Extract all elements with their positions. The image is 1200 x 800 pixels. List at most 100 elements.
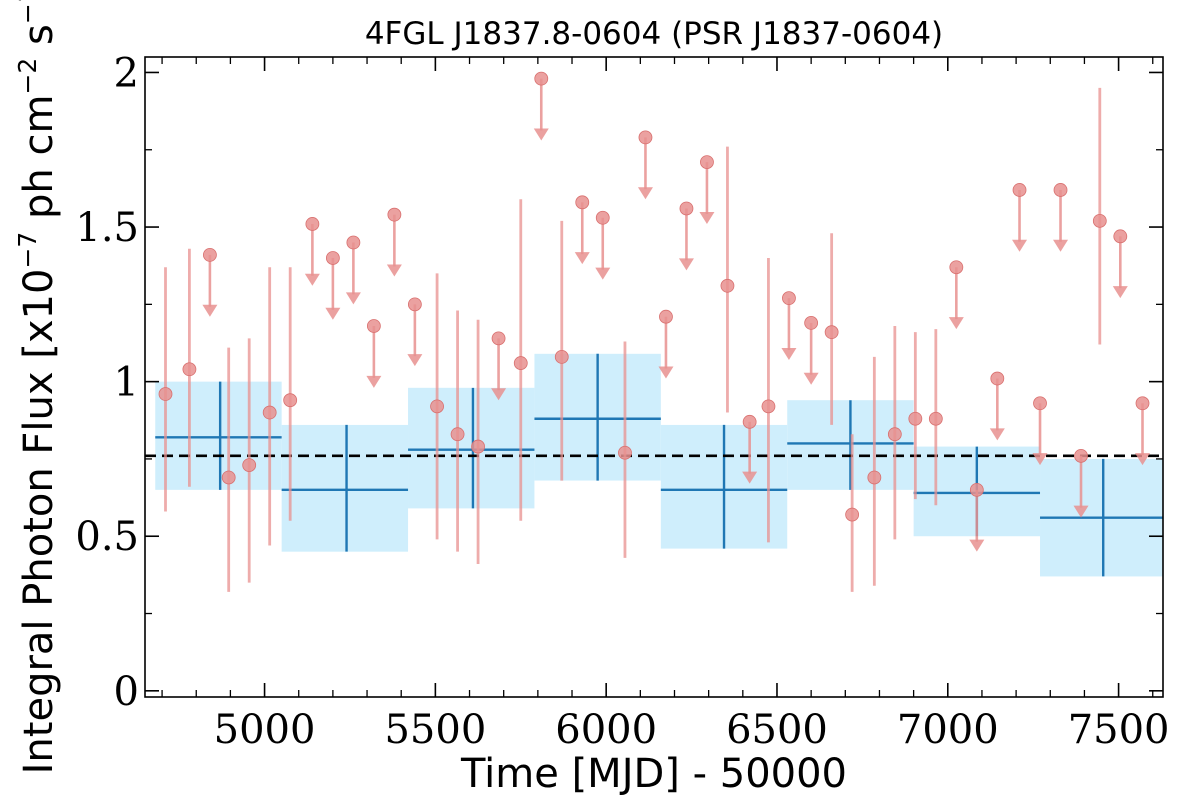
upper-limit-arrow-head bbox=[803, 372, 819, 385]
y-axis-label-unit: ph cm bbox=[16, 95, 62, 232]
y-tick-label: 1.5 bbox=[75, 205, 139, 251]
upper-limit-point bbox=[534, 71, 549, 86]
short-bin-point bbox=[720, 278, 735, 293]
upper-limit-arrow-head bbox=[969, 539, 985, 552]
upper-limit-point bbox=[949, 260, 964, 275]
upper-limit-arrow-head bbox=[1073, 505, 1089, 518]
short-bin-point bbox=[824, 325, 839, 340]
upper-limit-arrow-head bbox=[1053, 239, 1069, 252]
upper-limit-arrow-head bbox=[1032, 453, 1048, 466]
upper-limit-point bbox=[638, 130, 653, 145]
short-bin-point bbox=[867, 470, 882, 485]
x-tick-label: 5500 bbox=[384, 707, 486, 753]
upper-limit-arrow-head bbox=[989, 428, 1005, 441]
upper-limit-point bbox=[700, 155, 714, 170]
short-bin-point bbox=[450, 427, 465, 442]
short-bin-point bbox=[554, 350, 569, 364]
upper-limit-point bbox=[1053, 183, 1068, 197]
upper-limit-arrow-head bbox=[1135, 453, 1151, 466]
x-tick-label: 7500 bbox=[1068, 707, 1170, 753]
y-tick-label: 1 bbox=[114, 360, 139, 406]
long-bin-band bbox=[408, 387, 535, 509]
y-tick-label: 2 bbox=[114, 50, 139, 96]
upper-limit-arrow-head bbox=[533, 128, 549, 141]
upper-limit-point bbox=[305, 217, 320, 231]
upper-limit-point bbox=[782, 291, 796, 306]
upper-limit-point bbox=[491, 331, 506, 346]
upper-limit-arrow-head bbox=[386, 264, 402, 277]
upper-limit-point bbox=[969, 482, 984, 497]
upper-limit-arrow-head bbox=[366, 375, 382, 388]
short-bin-point bbox=[618, 445, 632, 460]
upper-limit-arrow-head bbox=[948, 317, 964, 330]
upper-limit-arrow-head bbox=[699, 211, 715, 224]
upper-limit-point bbox=[1012, 183, 1027, 197]
upper-limit-arrow-head bbox=[781, 347, 797, 360]
y-tick-label: 0 bbox=[114, 669, 139, 715]
upper-limit-arrow-head bbox=[491, 388, 507, 401]
upper-limit-arrow-head bbox=[1012, 239, 1028, 252]
short-bin-point bbox=[430, 399, 444, 414]
upper-limit-point bbox=[804, 315, 819, 330]
upper-limit-arrow-head bbox=[1112, 286, 1128, 299]
short-bin-point bbox=[887, 427, 902, 442]
upper-limit-point bbox=[387, 207, 402, 222]
y-axis-label-exponent: −2 bbox=[13, 58, 42, 95]
y-tick-label: 0.5 bbox=[75, 514, 139, 560]
short-bin-point bbox=[283, 393, 298, 408]
upper-limit-arrow-head bbox=[574, 252, 590, 265]
x-tick-label: 5000 bbox=[214, 707, 316, 753]
upper-limit-arrow-head bbox=[742, 471, 758, 484]
upper-limit-point bbox=[659, 309, 673, 324]
upper-limit-point bbox=[203, 247, 217, 262]
upper-limit-arrow-head bbox=[345, 292, 361, 305]
x-tick-label: 6500 bbox=[726, 707, 828, 753]
upper-limit-arrow-head bbox=[595, 267, 611, 280]
short-bin-point bbox=[908, 411, 923, 426]
x-tick-label: 7000 bbox=[897, 707, 999, 753]
short-bin-point bbox=[158, 387, 173, 401]
upper-limit-point bbox=[679, 201, 694, 216]
short-bin-point bbox=[845, 507, 860, 522]
upper-limit-arrow-head bbox=[304, 273, 320, 286]
short-bin-point bbox=[761, 399, 776, 414]
upper-limit-arrow-head bbox=[637, 187, 653, 200]
long-bin-band bbox=[281, 424, 409, 552]
x-axis-label: Time [MJD] - 50000 bbox=[460, 751, 847, 797]
long-bins-series bbox=[155, 353, 1163, 577]
upper-limit-arrow-head bbox=[407, 354, 423, 367]
upper-limit-arrow-head bbox=[325, 307, 341, 320]
upper-limit-arrow-head bbox=[658, 366, 674, 379]
plot-frame bbox=[144, 56, 1164, 698]
short-bins-series bbox=[158, 71, 1151, 592]
x-tick-label: 6000 bbox=[555, 707, 657, 753]
short-bin-point bbox=[242, 458, 257, 473]
short-bin-point bbox=[928, 411, 943, 426]
upper-limit-point bbox=[742, 414, 757, 429]
upper-limit-point bbox=[1135, 396, 1150, 411]
upper-limit-point bbox=[346, 235, 361, 250]
y-axis-label-exponent: −1 bbox=[13, 0, 42, 24]
short-bin-point bbox=[262, 405, 277, 420]
upper-limit-point bbox=[1113, 229, 1128, 244]
upper-limit-arrow-head bbox=[678, 258, 694, 271]
upper-limit-point bbox=[407, 297, 422, 312]
chart-title: 4FGL J1837.8-0604 (PSR J1837-0604) bbox=[365, 16, 943, 52]
short-bin-point bbox=[182, 362, 197, 377]
y-axis-label-exponent: −7 bbox=[13, 232, 42, 269]
upper-limit-point bbox=[366, 319, 381, 333]
upper-limit-point bbox=[1033, 396, 1047, 411]
long-bin-band bbox=[155, 381, 282, 490]
short-bin-point bbox=[1092, 213, 1107, 228]
upper-limit-arrow-head bbox=[202, 304, 218, 317]
upper-limit-point bbox=[325, 251, 340, 265]
short-bin-point bbox=[513, 356, 528, 370]
upper-limit-point bbox=[575, 195, 590, 210]
axis-ticks: 5000 5500 6000 6500 7000 7500 0 0.5 1 1.5 2 bbox=[75, 50, 1169, 753]
short-bin-point bbox=[221, 470, 236, 485]
y-axis-label-prefix: Integral Photon Flux [x10 bbox=[16, 269, 62, 775]
y-axis-label: Integral Photon Flux [x10−7 ph cm−2 s−1] bbox=[13, 0, 62, 774]
upper-limit-point bbox=[1074, 448, 1088, 463]
upper-limit-point bbox=[990, 371, 1005, 386]
